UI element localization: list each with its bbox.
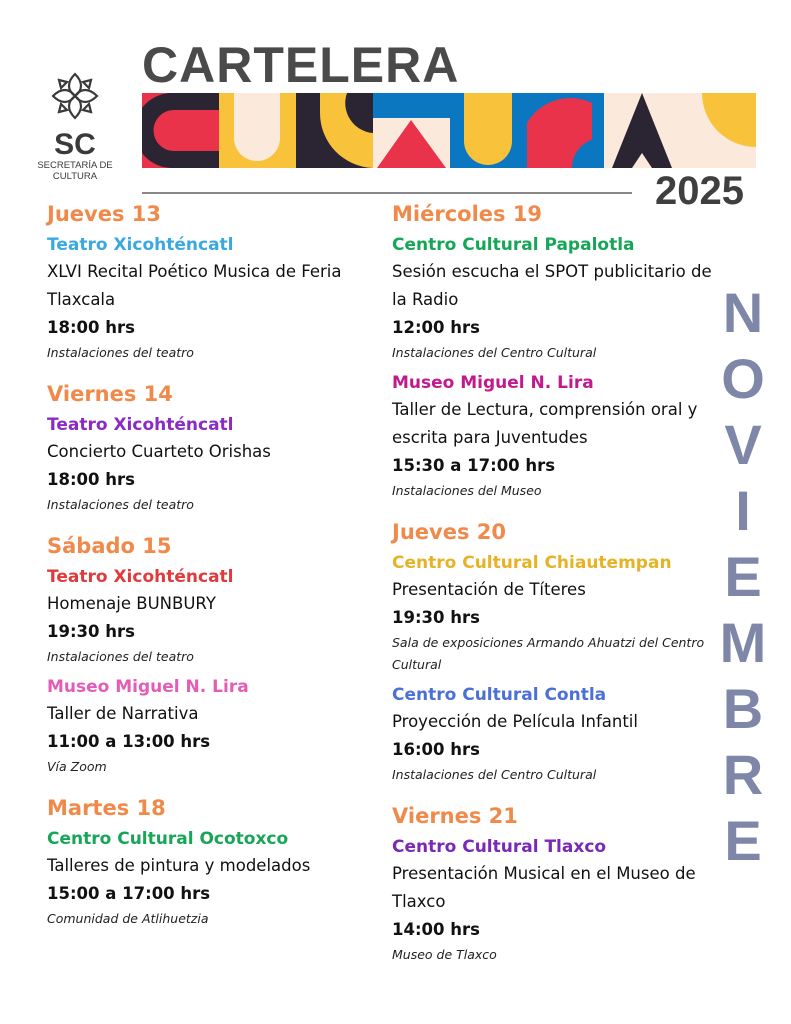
event-description: Proyección de Película Infantil bbox=[392, 712, 638, 731]
day-group: Viernes 21 Centro Cultural Tlaxco Presenta… bbox=[392, 800, 712, 966]
day-heading: Martes 18 bbox=[47, 796, 166, 820]
month-letter: M bbox=[719, 611, 767, 674]
event-item: Centro Cultural Contla Proyección de Pelí… bbox=[392, 682, 712, 786]
cultural-banner-graphic bbox=[142, 93, 756, 168]
event-location: Instalaciones del teatro bbox=[47, 497, 194, 512]
event-item: Centro Cultural Papalotla Sesión escucha … bbox=[392, 232, 712, 364]
event-location: Comunidad de Atlihuetzia bbox=[47, 911, 209, 926]
day-group: Jueves 20 Centro Cultural Chiautempan Pres… bbox=[392, 516, 712, 786]
event-time: 14:00 hrs bbox=[392, 920, 480, 939]
event-venue: Museo Miguel N. Lira bbox=[392, 373, 594, 393]
event-venue: Centro Cultural Papalotla bbox=[392, 235, 635, 255]
event-time: 12:00 hrs bbox=[392, 318, 480, 337]
month-letter: N bbox=[722, 281, 764, 344]
event-item: Teatro Xicohténcatl Concierto Cuarteto Or… bbox=[47, 412, 347, 516]
event-item: Museo Miguel N. Lira Taller de Lectura, c… bbox=[392, 370, 712, 502]
logo-name-line1: SECRETARÍA DE bbox=[37, 160, 113, 171]
event-item: Centro Cultural Ocotoxco Talleres de pint… bbox=[47, 826, 347, 930]
day-heading: Jueves 13 bbox=[47, 202, 161, 226]
logo-initials: SC bbox=[54, 128, 96, 161]
event-location: Museo de Tlaxco bbox=[392, 947, 497, 962]
event-description: Taller de Lectura, comprensión oral y es… bbox=[392, 400, 698, 447]
event-venue: Teatro Xicohténcatl bbox=[47, 567, 234, 587]
secretaria-de-cultura-logo: SC SECRETARÍA DE CULTURA bbox=[30, 68, 120, 182]
month-letter: O bbox=[721, 347, 765, 410]
event-location: Vía Zoom bbox=[47, 759, 107, 774]
flower-ornament-icon bbox=[51, 72, 99, 120]
day-heading: Miércoles 19 bbox=[392, 202, 543, 226]
event-location: Sala de exposiciones Armando Ahuatzi del… bbox=[392, 635, 705, 672]
day-heading: Jueves 20 bbox=[392, 520, 506, 544]
event-location: Instalaciones del Museo bbox=[392, 483, 542, 498]
event-time: 15:30 a 17:00 hrs bbox=[392, 456, 556, 475]
day-group: Viernes 14 Teatro Xicohténcatl Concierto C… bbox=[47, 378, 347, 516]
month-letter: R bbox=[722, 743, 764, 806]
month-letter: E bbox=[724, 545, 762, 608]
month-letter: I bbox=[735, 479, 751, 542]
event-location: Instalaciones del teatro bbox=[47, 649, 194, 664]
event-venue: Centro Cultural Contla bbox=[392, 685, 607, 705]
day-group: Martes 18 Centro Cultural Ocotoxco Tallere… bbox=[47, 792, 347, 930]
event-location: Instalaciones del Centro Cultural bbox=[392, 345, 597, 360]
month-letter: B bbox=[722, 677, 764, 740]
event-time: 18:00 hrs bbox=[47, 470, 135, 489]
event-description: XLVI Recital Poético Musica de Feria Tla… bbox=[47, 262, 342, 309]
event-venue: Centro Cultural Chiautempan bbox=[392, 553, 672, 573]
event-location: Instalaciones del Centro Cultural bbox=[392, 767, 597, 782]
event-description: Sesión escucha el SPOT publicitario de l… bbox=[392, 262, 712, 309]
event-time: 19:30 hrs bbox=[47, 622, 135, 641]
event-venue: Centro Cultural Ocotoxco bbox=[47, 829, 289, 849]
day-heading: Viernes 14 bbox=[47, 382, 173, 406]
event-location: Instalaciones del teatro bbox=[47, 345, 194, 360]
right-column: Miércoles 19 Centro Cultural Papalotla Ses… bbox=[392, 198, 712, 980]
day-group: Miércoles 19 Centro Cultural Papalotla Ses… bbox=[392, 198, 712, 502]
year-label: 2025 bbox=[655, 169, 744, 213]
day-heading: Viernes 21 bbox=[392, 804, 518, 828]
event-time: 19:30 hrs bbox=[392, 608, 480, 627]
event-description: Taller de Narrativa bbox=[47, 704, 199, 723]
event-item: Museo Miguel N. Lira Taller de Narrativa 1… bbox=[47, 674, 347, 778]
header-divider bbox=[142, 192, 632, 194]
event-venue: Museo Miguel N. Lira bbox=[47, 677, 249, 697]
event-description: Presentación Musical en el Museo de Tlax… bbox=[392, 864, 696, 911]
event-item: Teatro Xicohténcatl XLVI Recital Poético … bbox=[47, 232, 347, 364]
event-venue: Teatro Xicohténcatl bbox=[47, 235, 234, 255]
event-time: 11:00 a 13:00 hrs bbox=[47, 732, 211, 751]
event-description: Presentación de Títeres bbox=[392, 580, 586, 599]
event-item: Centro Cultural Tlaxco Presentación Music… bbox=[392, 834, 712, 966]
day-group: Sábado 15 Teatro Xicohténcatl Homenaje BUN… bbox=[47, 530, 347, 778]
logo-name-line2: CULTURA bbox=[52, 171, 98, 182]
event-description: Concierto Cuarteto Orishas bbox=[47, 442, 271, 461]
event-item: Teatro Xicohténcatl Homenaje BUNBURY 19:30… bbox=[47, 564, 347, 668]
event-description: Talleres de pintura y modelados bbox=[47, 856, 311, 875]
event-item: Centro Cultural Chiautempan Presentación … bbox=[392, 550, 712, 676]
month-letter: E bbox=[724, 809, 762, 872]
event-description: Homenaje BUNBURY bbox=[47, 594, 216, 613]
event-venue: Teatro Xicohténcatl bbox=[47, 415, 234, 435]
day-group: Jueves 13 Teatro Xicohténcatl XLVI Recital… bbox=[47, 198, 347, 364]
event-time: 16:00 hrs bbox=[392, 740, 480, 759]
event-time: 15:00 a 17:00 hrs bbox=[47, 884, 211, 903]
month-letter: V bbox=[724, 413, 762, 476]
event-time: 18:00 hrs bbox=[47, 318, 135, 337]
event-venue: Centro Cultural Tlaxco bbox=[392, 837, 607, 857]
day-heading: Sábado 15 bbox=[47, 534, 172, 558]
left-column: Jueves 13 Teatro Xicohténcatl XLVI Recital… bbox=[47, 198, 347, 944]
poster-title: CARTELERA bbox=[142, 37, 460, 93]
